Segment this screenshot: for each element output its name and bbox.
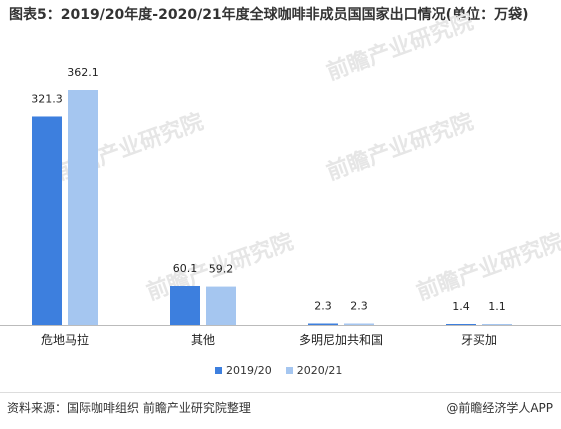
legend-swatch-2019 [215, 367, 222, 374]
chart-title: 图表5：2019/20年度-2020/21年度全球咖啡非成员国国家出口情况(单位… [9, 7, 529, 23]
bar-2019/20-多明尼加共和国 [308, 323, 338, 325]
data-label: 1.4 [452, 300, 470, 313]
watermark-text: 前瞻产业研究院 [323, 109, 477, 186]
bar-2020/21-其他 [206, 286, 236, 325]
bar-2020/21-牙买加 [482, 324, 512, 325]
bar-2019/20-其他 [170, 285, 200, 325]
legend-item-2019: 2019/20 [215, 364, 272, 377]
data-label: 362.1 [67, 66, 99, 79]
data-label: 2.3 [350, 300, 368, 313]
data-label: 1.1 [488, 300, 506, 313]
bar-2020/21-多明尼加共和国 [344, 323, 374, 325]
legend-label-2019: 2019/20 [226, 364, 272, 377]
bar-2019/20-危地马拉 [32, 116, 62, 325]
watermark-text: 前瞻产业研究院 [413, 229, 561, 306]
legend-label-2020: 2020/21 [296, 364, 343, 377]
legend: 2019/20 2020/21 [215, 364, 342, 377]
bar-2019/20-牙买加 [446, 324, 476, 325]
data-label: 60.1 [173, 262, 198, 275]
data-label: 321.3 [31, 92, 63, 105]
legend-swatch-2020 [285, 367, 293, 374]
source-note: 资料来源：国际咖啡组织 前瞻产业研究院整理 [7, 401, 251, 415]
data-label: 59.2 [209, 263, 234, 276]
legend-item-2020: 2020/21 [285, 364, 343, 377]
data-label: 2.3 [314, 300, 332, 313]
x-tick-label: 牙买加 [461, 333, 497, 347]
watermark-text: 前瞻产业研究院 [323, 9, 477, 86]
x-tick-label: 多明尼加共和国 [299, 333, 383, 347]
footer-divider [0, 392, 561, 393]
x-tick-label: 其他 [191, 333, 215, 347]
x-tick-label: 危地马拉 [41, 332, 89, 347]
bar-2020/21-危地马拉 [68, 90, 98, 325]
credit-note: @前瞻经济学人APP [446, 401, 553, 415]
